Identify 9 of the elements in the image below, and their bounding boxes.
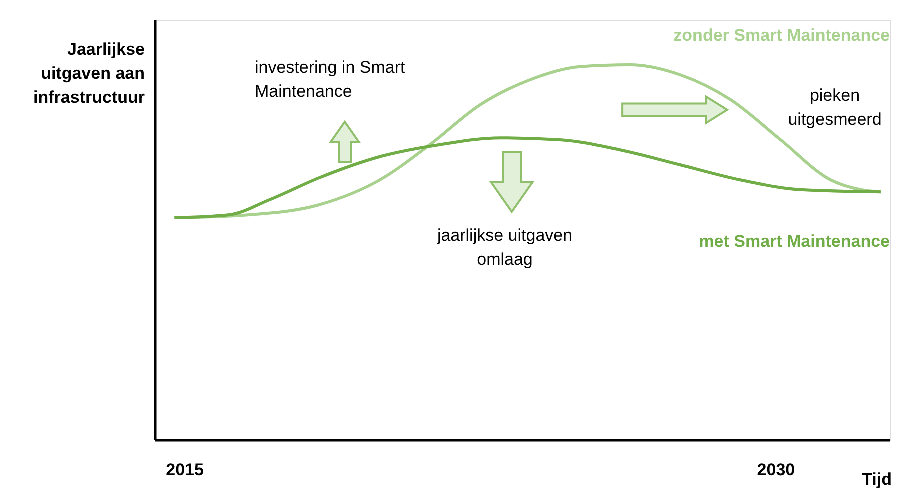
y-axis-title: Jaarlijkse uitgaven aan infrastructuur (34, 40, 146, 107)
x-axis-title: Tijd (862, 470, 892, 489)
annotation: investering in Smart Maintenance (255, 58, 406, 101)
x-tick-label: 2030 (757, 460, 796, 480)
text: met Smart Maintenance (699, 232, 890, 251)
annotation: pieken uitgesmeerd (788, 86, 882, 129)
annotation: jaarlijkse uitgaven omlaag (436, 226, 573, 269)
x-tick-label: 2015 (166, 460, 204, 480)
series-label: zonder Smart Maintenance (674, 26, 890, 45)
